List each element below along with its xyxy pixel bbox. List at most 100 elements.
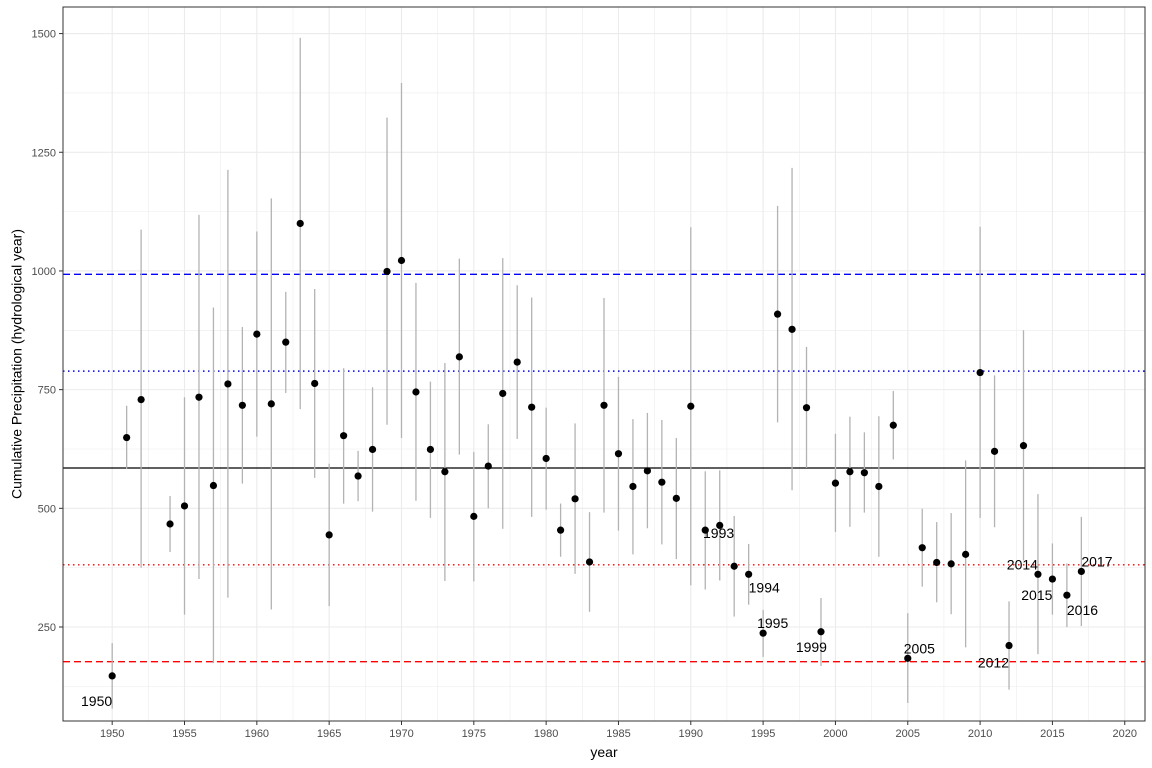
data-point	[557, 527, 564, 534]
point-label: 1994	[749, 579, 780, 595]
data-point	[658, 479, 665, 486]
point-label: 2014	[1007, 556, 1038, 572]
x-tick-label: 1975	[462, 728, 486, 740]
x-tick-label: 1995	[751, 728, 775, 740]
data-point	[282, 339, 289, 346]
data-point	[499, 390, 506, 397]
data-point	[268, 400, 275, 407]
data-point	[224, 380, 231, 387]
data-point	[976, 369, 983, 376]
data-point	[615, 450, 622, 457]
data-point	[586, 558, 593, 565]
data-point	[138, 396, 145, 403]
x-axis: 1950 1955 1960 1965 1970 1975 1980 1985 1990 1995…	[100, 721, 1137, 740]
data-point	[933, 559, 940, 566]
data-point	[991, 448, 998, 455]
data-point	[311, 380, 318, 387]
data-point	[470, 513, 477, 520]
data-point	[210, 482, 217, 489]
x-tick-label: 1985	[606, 728, 630, 740]
data-point	[644, 467, 651, 474]
error-bars	[112, 38, 1081, 709]
data-point	[123, 434, 130, 441]
data-point	[181, 502, 188, 509]
data-point	[253, 330, 260, 337]
data-point	[514, 359, 521, 366]
x-tick-label: 1980	[534, 728, 558, 740]
data-point	[441, 468, 448, 475]
x-tick-label: 2005	[896, 728, 920, 740]
y-axis: 250 500 750 1000 1250 1500	[32, 29, 63, 634]
y-axis-title: Cumulative Precipitation (hydrological y…	[9, 229, 25, 499]
data-point	[731, 563, 738, 570]
y-tick-label: 1250	[32, 147, 56, 159]
data-point	[919, 544, 926, 551]
data-point	[890, 422, 897, 429]
x-tick-label: 2020	[1113, 728, 1137, 740]
data-point	[195, 394, 202, 401]
data-point	[875, 483, 882, 490]
data-point	[412, 388, 419, 395]
data-point	[861, 469, 868, 476]
x-tick-label: 2010	[968, 728, 992, 740]
y-tick-label: 500	[38, 503, 56, 515]
data-point	[354, 472, 361, 479]
data-point	[383, 268, 390, 275]
data-point	[297, 220, 304, 227]
data-point	[239, 402, 246, 409]
data-point	[166, 520, 173, 527]
point-label: 1993	[703, 525, 734, 541]
x-tick-label: 2015	[1040, 728, 1064, 740]
x-tick-label: 1955	[172, 728, 196, 740]
data-point	[1020, 442, 1027, 449]
data-point	[1049, 575, 1056, 582]
data-point	[528, 404, 535, 411]
data-point	[456, 353, 463, 360]
point-label: 1999	[796, 639, 827, 655]
data-point	[485, 462, 492, 469]
y-tick-label: 1500	[32, 29, 56, 41]
data-point	[774, 311, 781, 318]
point-label: 2015	[1021, 587, 1052, 603]
data-point	[673, 495, 680, 502]
data-point	[629, 483, 636, 490]
data-point	[398, 257, 405, 264]
point-label: 2017	[1081, 553, 1112, 569]
x-tick-label: 1950	[100, 728, 124, 740]
data-point	[788, 326, 795, 333]
data-point	[326, 531, 333, 538]
point-labels: 1950 1993 1994 1995 1999 2005 2012 2014 2015 2016…	[81, 525, 1113, 709]
data-point	[948, 560, 955, 567]
y-tick-label: 1000	[32, 266, 56, 278]
y-tick-label: 750	[38, 385, 56, 397]
data-point	[543, 455, 550, 462]
data-point	[571, 495, 578, 502]
x-tick-label: 1970	[389, 728, 413, 740]
data-point	[427, 446, 434, 453]
data-point	[600, 402, 607, 409]
x-tick-label: 1965	[317, 728, 341, 740]
data-point	[1063, 592, 1070, 599]
data-point	[846, 468, 853, 475]
x-tick-label: 1990	[679, 728, 703, 740]
data-point	[1005, 642, 1012, 649]
point-label: 2005	[904, 640, 935, 656]
data-point	[817, 628, 824, 635]
point-label: 2016	[1067, 602, 1098, 618]
x-tick-label: 1960	[245, 728, 269, 740]
x-tick-label: 2000	[823, 728, 847, 740]
data-point	[832, 480, 839, 487]
point-label: 2012	[978, 655, 1009, 671]
data-point	[109, 672, 116, 679]
data-point	[745, 571, 752, 578]
x-axis-title: year	[590, 744, 618, 760]
y-tick-label: 250	[38, 622, 56, 634]
data-point	[687, 403, 694, 410]
point-label: 1995	[757, 615, 788, 631]
data-points	[109, 220, 1085, 680]
data-point	[340, 432, 347, 439]
data-point	[369, 446, 376, 453]
data-point	[962, 551, 969, 558]
point-label: 1950	[81, 693, 112, 709]
